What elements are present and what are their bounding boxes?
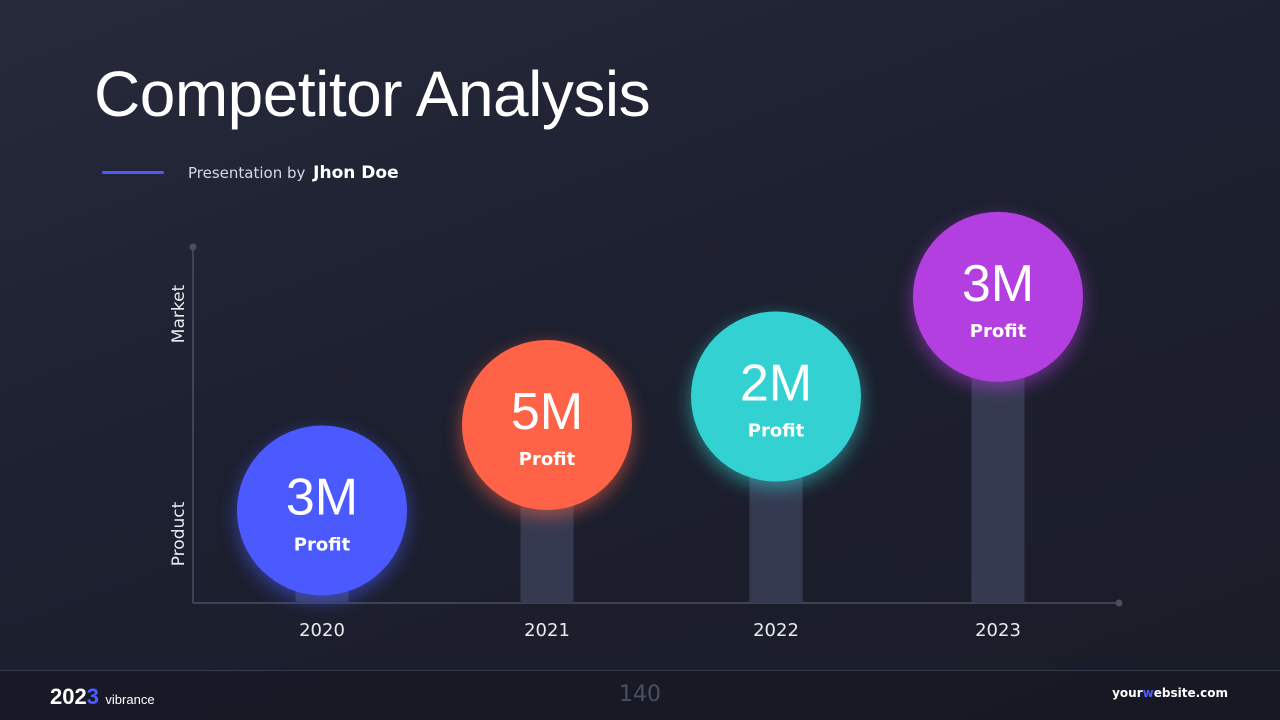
chart-y-labels: Market Product <box>169 284 189 566</box>
y-label-market: Market <box>169 284 189 343</box>
byline: Presentation by Jhon Doe <box>188 163 399 183</box>
bubble-2022 <box>691 311 861 482</box>
value-label-2022: 2M <box>740 355 812 413</box>
brand-year: 202 <box>50 684 87 709</box>
bubble-2023 <box>913 211 1083 382</box>
website-part-a: your <box>1112 686 1143 700</box>
byline-prefix: Presentation by <box>188 164 306 182</box>
x-tick-2021: 2021 <box>524 620 570 641</box>
x-tick-2023: 2023 <box>975 620 1021 641</box>
brand-word: vibrance <box>105 692 155 707</box>
chart-x-ticks: 2020 2021 2022 2023 <box>299 620 1021 641</box>
sub-label-2022: Profit <box>748 421 805 442</box>
x-axis-end-dot <box>1115 599 1123 607</box>
bubble-2020 <box>237 425 407 596</box>
y-label-product: Product <box>169 501 189 566</box>
value-label-2023: 3M <box>962 255 1034 313</box>
author-name: Jhon Doe <box>313 163 399 183</box>
brand-logo: 2023 vibrance <box>50 684 155 710</box>
sub-label-2020: Profit <box>294 534 351 555</box>
x-tick-2020: 2020 <box>299 620 345 641</box>
value-label-2021: 5M <box>511 383 583 441</box>
accent-line <box>102 171 164 174</box>
footer-divider <box>0 670 1280 671</box>
website-part-c: ebsite.com <box>1153 686 1228 700</box>
footer-bar <box>0 671 1280 720</box>
website-part-accent: w <box>1142 686 1154 700</box>
bubble-2021 <box>462 340 632 510</box>
page-title: Competitor Analysis <box>94 58 651 130</box>
value-label-2020: 3M <box>286 468 358 526</box>
x-tick-2022: 2022 <box>753 620 799 641</box>
chart-bars: 3M Profit 5M Profit 2M Profit 3M Profit <box>237 211 1083 603</box>
sub-label-2023: Profit <box>970 321 1027 342</box>
y-axis-end-dot <box>189 243 197 251</box>
website-link[interactable]: yourwebsite.com <box>1112 686 1228 700</box>
brand-year-accent: 3 <box>86 684 99 709</box>
page-number: 140 <box>619 682 661 707</box>
sub-label-2021: Profit <box>519 449 576 470</box>
